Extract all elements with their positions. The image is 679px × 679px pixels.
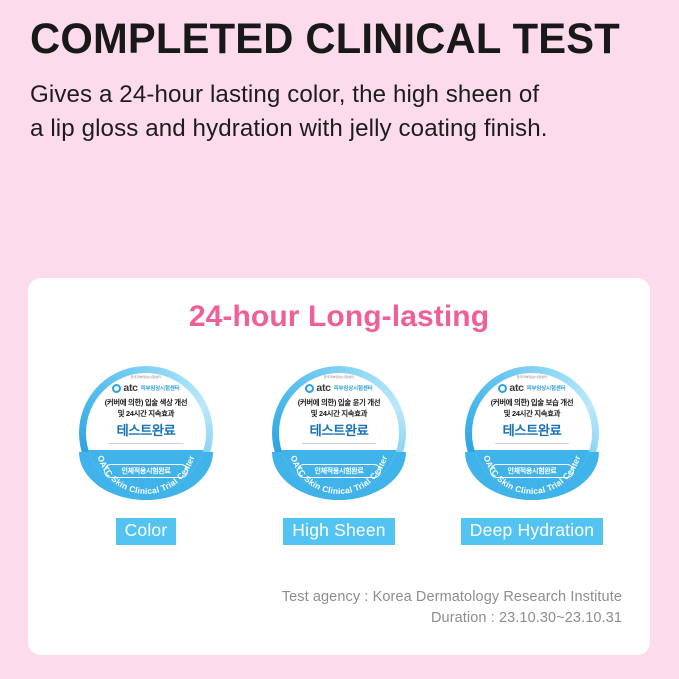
card-title: 24-hour Long-lasting [188,300,490,333]
logo-subtext: 피부임상시험센터 [526,386,566,392]
badge-chip-high-sheen: High Sheen [283,518,395,545]
seal-arc-text: OATC Skin Clinical Trial Center [482,454,583,496]
seal-claim-line-1: (커버에 의한) 입술 보습 개선 [490,398,574,407]
seal-arc-text: OATC Skin Clinical Trial Center [96,454,197,496]
seal-pill-badge: 인체적용시험완료 [490,464,574,478]
seal-claim-line-2: 및 24시간 지속효과 [117,408,175,418]
seal-claim-line-2: 및 24시간 지속효과 [503,408,561,418]
logo-text: atc [123,382,138,394]
svg-text:OATC Skin Clinical Trial Cente: OATC Skin Clinical Trial Center [482,454,583,496]
seal-arc-label: OATC Skin Clinical Trial Center [289,454,390,496]
seal-arc-label: OATC Skin Clinical Trial Center [96,454,197,496]
seal-content: 한국피부임상시험센터 atc 피부임상시험센터 (커버에 의한) 입술 색상 개… [79,375,213,444]
test-meta-footer: Test agency : Korea Dermatology Research… [282,587,622,629]
seal-claim-line-2: 및 24시간 지속효과 [310,408,368,418]
logo-subtext: 피부임상시험센터 [333,386,373,392]
seal-micro-text: 한국피부임상시험센터 [130,375,162,379]
certification-seal: 한국피부임상시험센터 atc 피부임상시험센터 (커버에 의한) 입술 보습 개… [465,366,599,500]
seal-divider [109,443,183,444]
badge-item-high-sheen: 한국피부임상시험센터 atc 피부임상시험센터 (커버에 의한) 입술 윤기 개… [259,366,419,545]
seal-pill-badge: 인체적용시험완료 [297,464,381,478]
seal-claim: (커버에 의한) 입술 색상 개선 및 24시간 지속효과 [79,398,213,419]
svg-text:OATC Skin Clinical Trial Cente: OATC Skin Clinical Trial Center [289,454,390,496]
circle-logo-icon [498,383,508,393]
seal-arc-label: OATC Skin Clinical Trial Center [482,454,583,496]
badge-chip-color: Color [115,518,177,545]
header-block: COMPLETED CLINICAL TEST Gives a 24-hour … [30,14,660,146]
seal-logo: atc 피부임상시험센터 [465,382,599,394]
seal-content: 한국피부임상시험센터 atc 피부임상시험센터 (커버에 의한) 입술 윤기 개… [272,375,406,444]
circle-logo-icon [305,383,315,393]
seal-claim: (커버에 의한) 입술 보습 개선 및 24시간 지속효과 [465,398,599,419]
badge-row: 한국피부임상시험센터 atc 피부임상시험센터 (커버에 의한) 입술 색상 개… [66,366,612,545]
logo-text: atc [509,382,524,394]
badge-item-deep-hydration: 한국피부임상시험센터 atc 피부임상시험센터 (커버에 의한) 입술 보습 개… [452,366,612,545]
subtitle-line-2: a lip gloss and hydration with jelly coa… [30,115,548,142]
seal-micro-text: 한국피부임상시험센터 [323,375,355,379]
seal-divider [302,443,376,444]
logo-subtext: 피부임상시험센터 [140,386,180,392]
badge-chip-deep-hydration: Deep Hydration [460,518,604,545]
seal-micro-text: 한국피부임상시험센터 [516,375,548,379]
certification-seal: 한국피부임상시험센터 atc 피부임상시험센터 (커버에 의한) 입술 윤기 개… [272,366,406,500]
logo-text: atc [316,382,331,394]
page-title: COMPLETED CLINICAL TEST [30,15,620,63]
seal-logo: atc 피부임상시험센터 [79,382,213,394]
svg-text:OATC Skin Clinical Trial Cente: OATC Skin Clinical Trial Center [96,454,197,496]
seal-divider [495,443,569,444]
page-subtitle: Gives a 24-hour lasting color, the high … [30,78,651,146]
seal-result-text: 테스트완료 [116,423,176,438]
seal-arc-text: OATC Skin Clinical Trial Center [289,454,390,496]
seal-content: 한국피부임상시험센터 atc 피부임상시험센터 (커버에 의한) 입술 보습 개… [465,375,599,444]
seal-logo: atc 피부임상시험센터 [272,382,406,394]
seal-result-text: 테스트완료 [502,423,562,438]
seal-claim-line-1: (커버에 의한) 입술 색상 개선 [104,398,188,407]
seal-result-text: 테스트완료 [309,423,369,438]
circle-logo-icon [112,383,122,393]
seal-pill-badge: 인체적용시험완료 [104,464,188,478]
footer-test-agency: Test agency : Korea Dermatology Research… [281,589,622,605]
footer-duration: Duration : 23.10.30~23.10.31 [430,610,622,626]
subtitle-line-1: Gives a 24-hour lasting color, the high … [30,81,540,108]
seal-claim: (커버에 의한) 입술 윤기 개선 및 24시간 지속효과 [272,398,406,419]
badge-item-color: 한국피부임상시험센터 atc 피부임상시험센터 (커버에 의한) 입술 색상 개… [66,366,226,545]
clinical-test-card: 24-hour Long-lasting 한국피부임상시험센터 atc 피부임상… [28,278,650,655]
seal-claim-line-1: (커버에 의한) 입술 윤기 개선 [297,398,381,407]
certification-seal: 한국피부임상시험센터 atc 피부임상시험센터 (커버에 의한) 입술 색상 개… [79,366,213,500]
